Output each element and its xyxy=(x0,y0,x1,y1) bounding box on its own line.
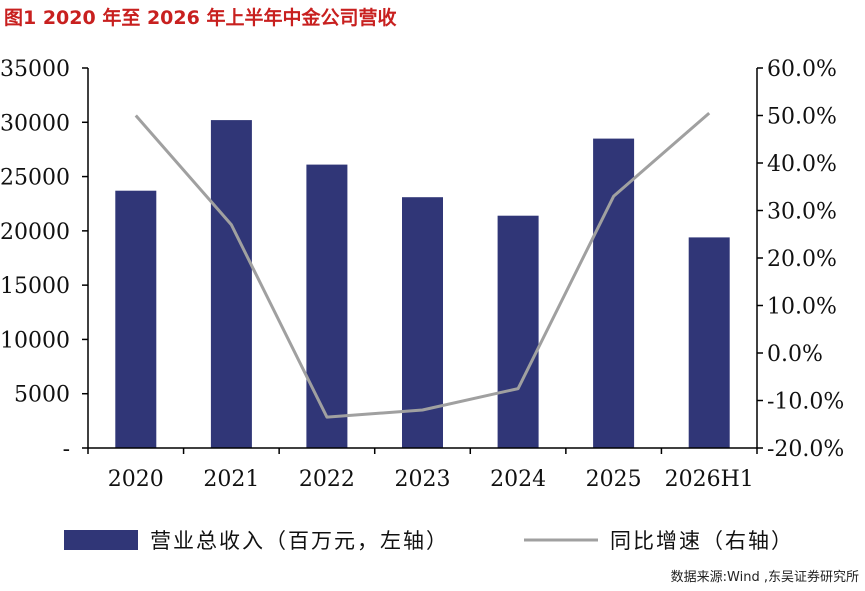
right-tick-label: 20.0% xyxy=(767,247,837,272)
bar-2026H1 xyxy=(688,237,730,448)
right-tick-label: -10.0% xyxy=(767,390,844,415)
left-tick-label: 20000 xyxy=(0,220,70,245)
left-tick-label: 30000 xyxy=(0,111,70,136)
right-tick-label: 10.0% xyxy=(767,295,837,320)
x-category-label: 2022 xyxy=(299,467,355,492)
bar-2020 xyxy=(115,190,157,448)
bar-2021 xyxy=(210,120,252,448)
left-tick-label: 5000 xyxy=(14,383,70,408)
legend-label-revenue: 营业总收入（百万元，左轴） xyxy=(150,529,449,553)
left-tick-label: 25000 xyxy=(0,166,70,191)
bar-2024 xyxy=(497,215,539,448)
right-tick-label: 30.0% xyxy=(767,200,837,225)
x-category-label: 2026H1 xyxy=(665,467,754,492)
left-tick-label: 15000 xyxy=(0,274,70,299)
x-category-label: 2021 xyxy=(203,467,259,492)
x-category-label: 2020 xyxy=(108,467,164,492)
bar-2025 xyxy=(593,138,635,448)
source-note: 数据来源:Wind ,东吴证券研究所 xyxy=(670,570,859,585)
x-category-label: 2023 xyxy=(395,467,451,492)
line-layer xyxy=(134,111,711,419)
right-tick-label: 50.0% xyxy=(767,105,837,130)
right-tick-label: 40.0% xyxy=(767,152,837,177)
bars-layer xyxy=(115,120,730,448)
bar-2022 xyxy=(306,164,348,448)
left-tick-label: 35000 xyxy=(0,57,70,82)
chart-title: 图1 2020 年至 2026 年上半年中金公司营收 xyxy=(4,7,397,29)
right-tick-label: 60.0% xyxy=(767,57,837,82)
x-category-label: 2024 xyxy=(490,467,546,492)
x-category-label: 2025 xyxy=(586,467,642,492)
left-tick-label: 10000 xyxy=(0,328,70,353)
legend-swatch-revenue xyxy=(64,530,138,550)
legend-label-growth: 同比增速（右轴） xyxy=(610,529,794,553)
right-tick-label: -20.0% xyxy=(767,437,844,462)
axes-layer: 35000 30000 25000 20000 15000 10000 5000 - 60.0%… xyxy=(0,57,844,492)
right-tick-label: 0.0% xyxy=(767,342,823,367)
left-tick-label: - xyxy=(63,437,70,462)
legend: 营业总收入（百万元，左轴） 同比增速（右轴） xyxy=(64,529,794,553)
